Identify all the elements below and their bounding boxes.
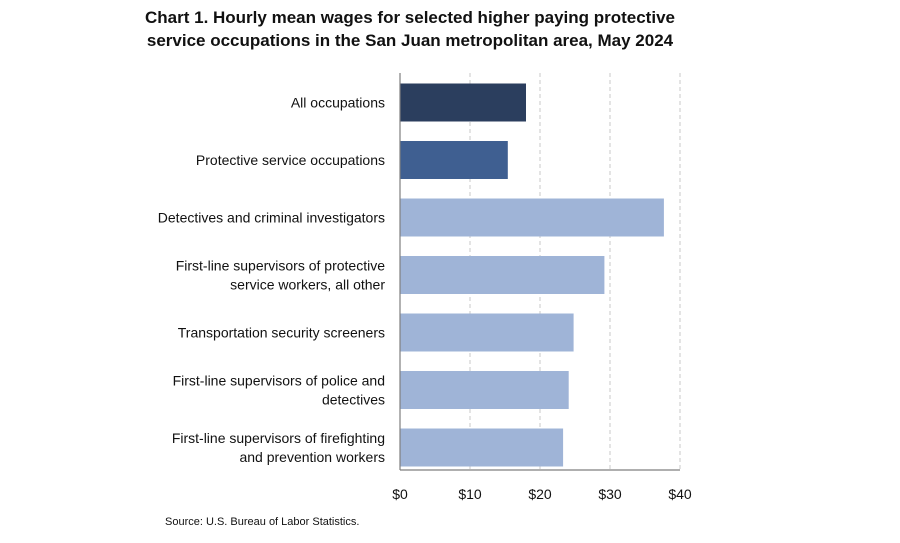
chart-title-line-1: Chart 1. Hourly mean wages for selected … [145, 8, 675, 27]
category-label-4-line-1: First-line supervisors of protective [176, 258, 386, 274]
category-label-6-line-1: First-line supervisors of police and [173, 373, 385, 389]
axes [399, 73, 680, 471]
bar-5 [400, 313, 574, 352]
x-tick-label-0: $0 [392, 486, 408, 502]
x-tick-labels: $0 $10 $20 $30 $40 [392, 486, 692, 502]
bar-2 [400, 141, 508, 179]
category-label-4: First-line supervisors of protective serv… [176, 258, 386, 293]
category-label-2-line-1: Protective service occupations [196, 152, 385, 168]
x-tick-label-10: $10 [458, 486, 482, 502]
category-label-4-line-2: service workers, all other [230, 277, 385, 293]
category-label-7-line-2: and prevention workers [239, 449, 385, 465]
bar-6 [400, 371, 569, 409]
category-label-7-line-1: First-line supervisors of firefighting [172, 430, 385, 446]
category-label-7: First-line supervisors of firefighting an… [172, 430, 385, 465]
bars [400, 83, 664, 467]
category-label-2: Protective service occupations [196, 152, 385, 168]
bar-1 [400, 83, 526, 122]
source-note: Source: U.S. Bureau of Labor Statistics. [165, 516, 360, 528]
chart-title-line-2: service occupations in the San Juan metr… [146, 31, 674, 50]
category-labels: All occupations Protective service occupa… [158, 95, 386, 466]
category-label-1: All occupations [291, 95, 385, 111]
category-label-1-line-1: All occupations [291, 95, 385, 111]
category-label-6: First-line supervisors of police and dete… [173, 373, 385, 408]
chart-title: Chart 1. Hourly mean wages for selected … [0, 6, 820, 52]
category-label-3-line-1: Detectives and criminal investigators [158, 210, 385, 226]
category-label-6-line-2: detectives [322, 392, 385, 408]
bar-4 [400, 256, 605, 294]
bar-7 [400, 428, 564, 467]
category-label-5: Transportation security screeners [178, 325, 385, 341]
x-tick-label-40: $40 [668, 486, 692, 502]
category-label-5-line-1: Transportation security screeners [178, 325, 385, 341]
x-tick-label-20: $20 [528, 486, 552, 502]
x-tick-label-30: $30 [598, 486, 622, 502]
category-label-3: Detectives and criminal investigators [158, 210, 385, 226]
bar-3 [400, 198, 664, 237]
